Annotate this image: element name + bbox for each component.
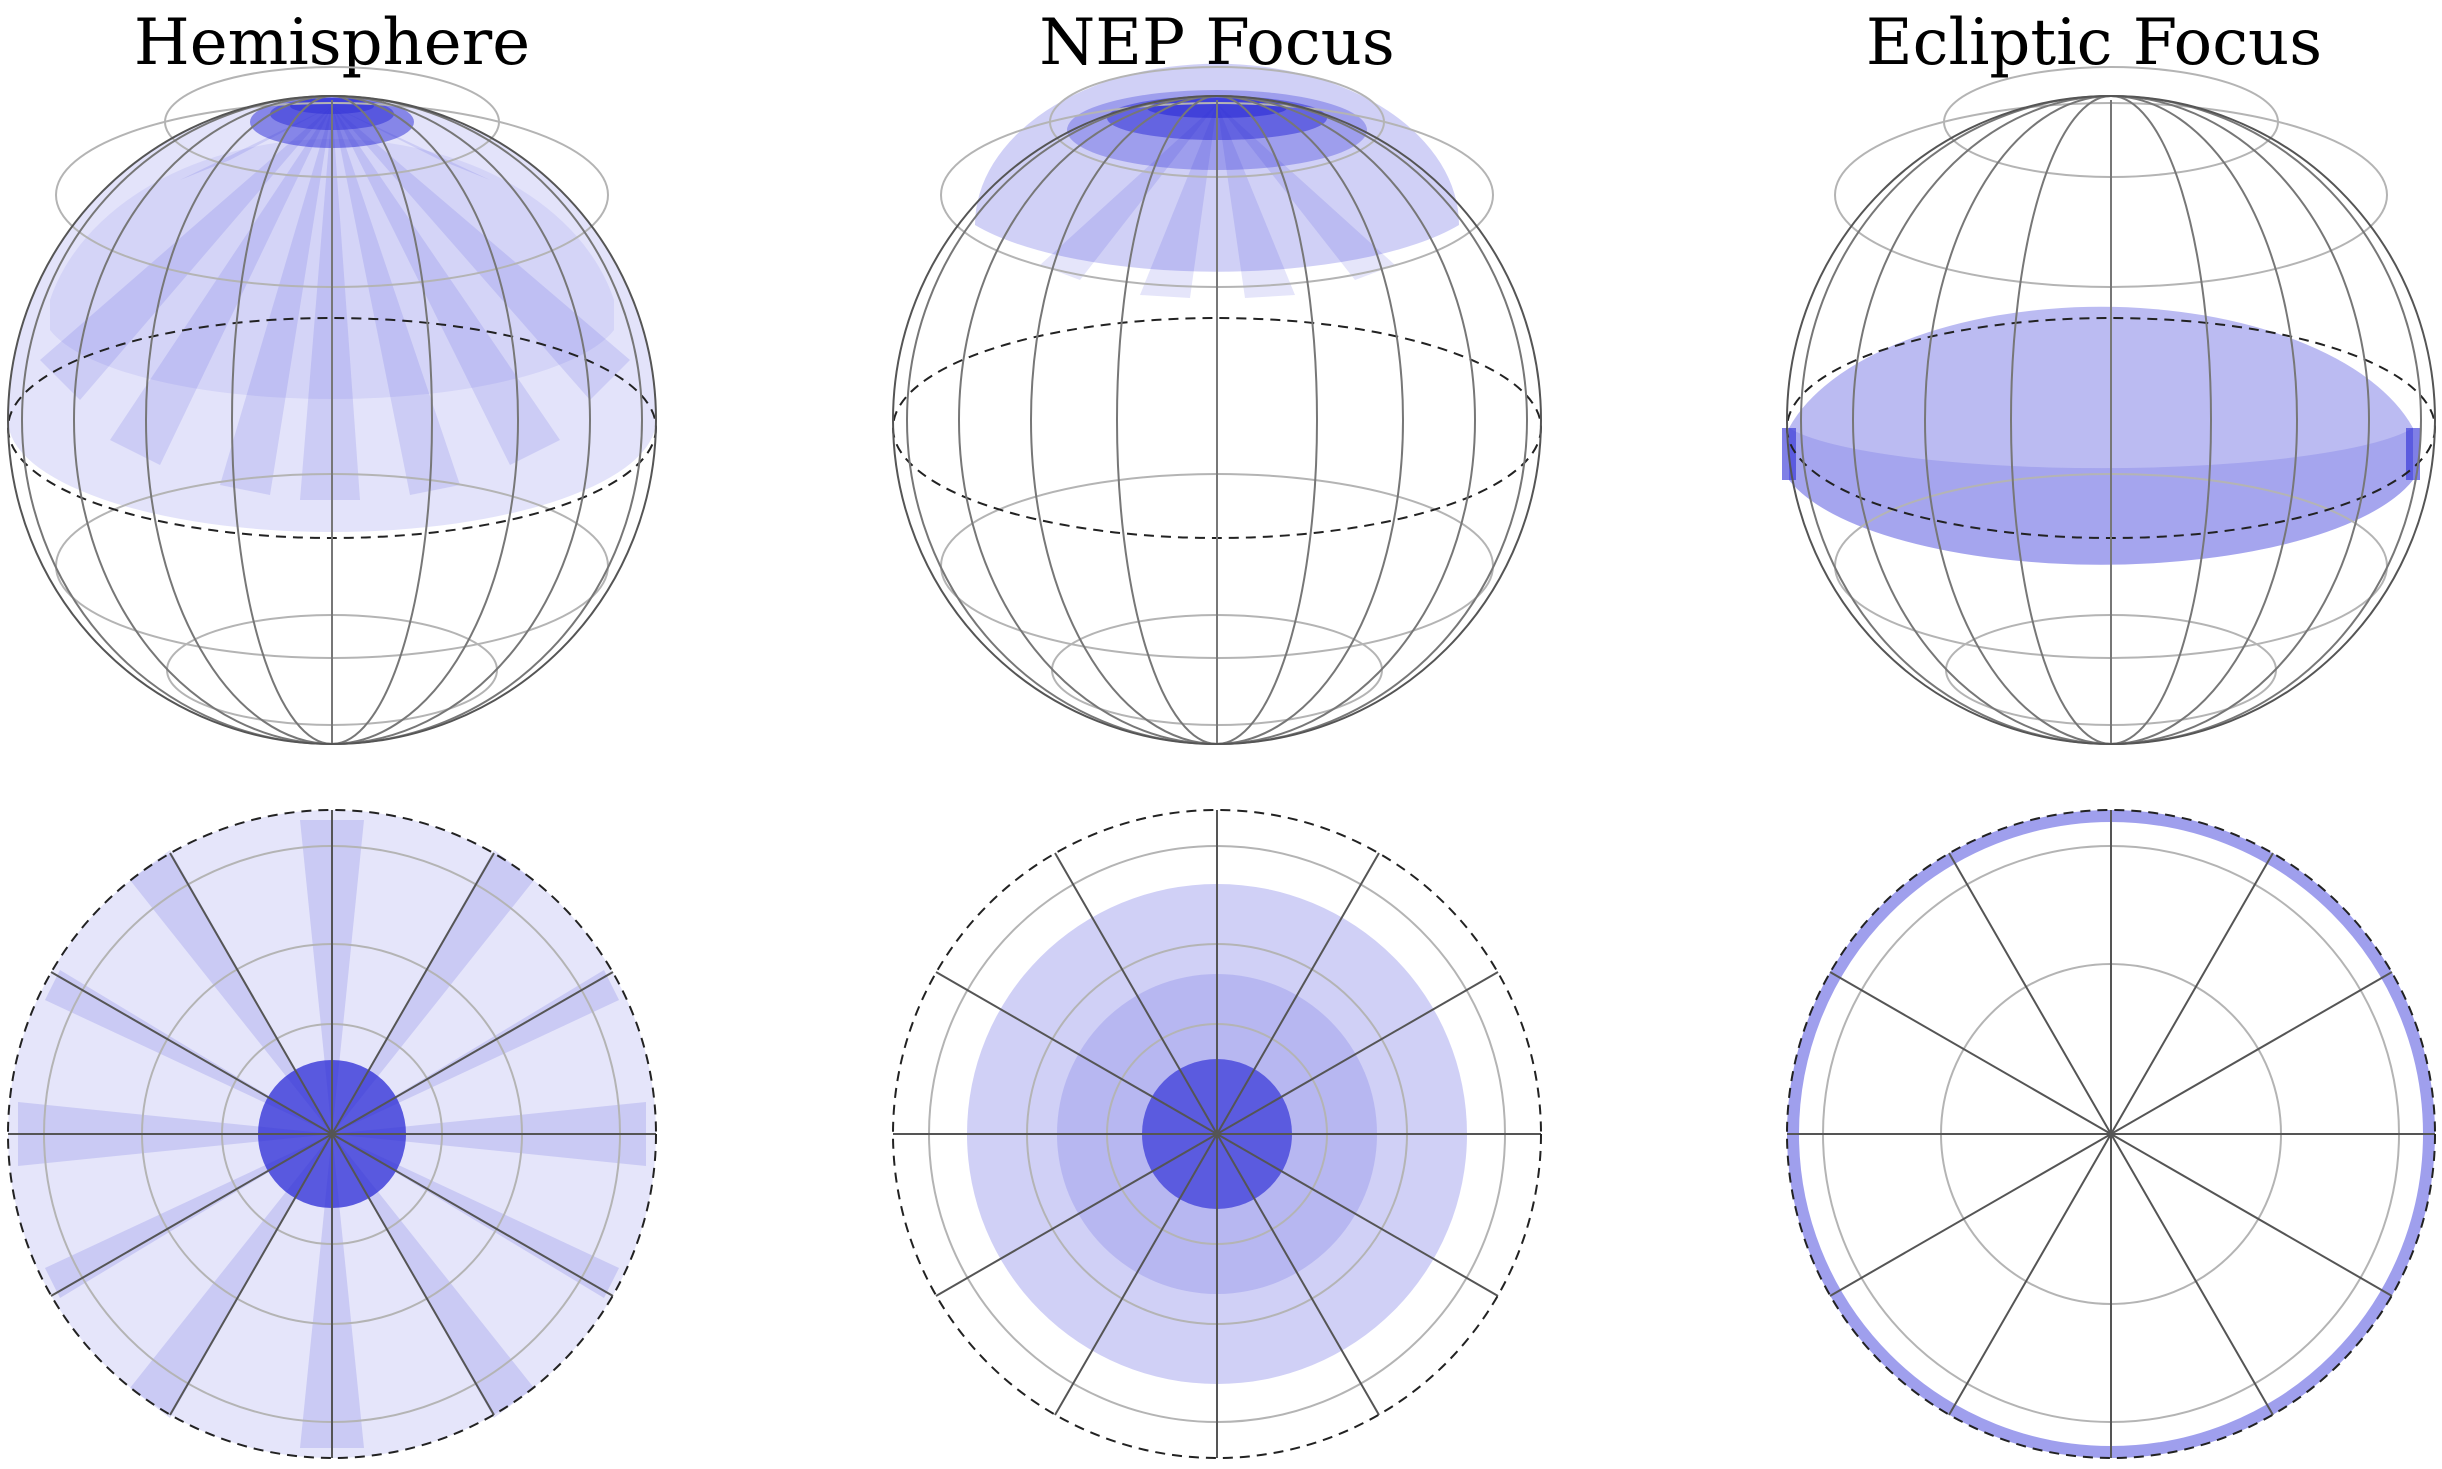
ecliptic-boundary	[892, 809, 1542, 1459]
sphere-outline	[1786, 95, 2436, 745]
polar-spokes	[893, 810, 1541, 1458]
coverage-ecliptic-band	[1782, 306, 2420, 565]
title-ecliptic-focus: Ecliptic Focus	[1866, 6, 2322, 80]
polar-spokes	[8, 810, 656, 1458]
sphere-outline	[892, 95, 1542, 745]
polar-spokes	[1787, 810, 2435, 1458]
nep-polar	[892, 809, 1542, 1459]
ecliptic-sphere	[1782, 66, 2436, 745]
hemisphere-polar	[7, 809, 657, 1459]
title-hemisphere: Hemisphere	[134, 6, 530, 80]
sphere-outline	[7, 95, 657, 745]
ecliptic-boundary	[7, 809, 657, 1459]
ecliptic-boundary	[1786, 809, 2436, 1459]
nep-sphere	[892, 63, 1542, 745]
hemisphere-sphere	[7, 66, 657, 745]
ecliptic-polar	[1786, 809, 2436, 1459]
